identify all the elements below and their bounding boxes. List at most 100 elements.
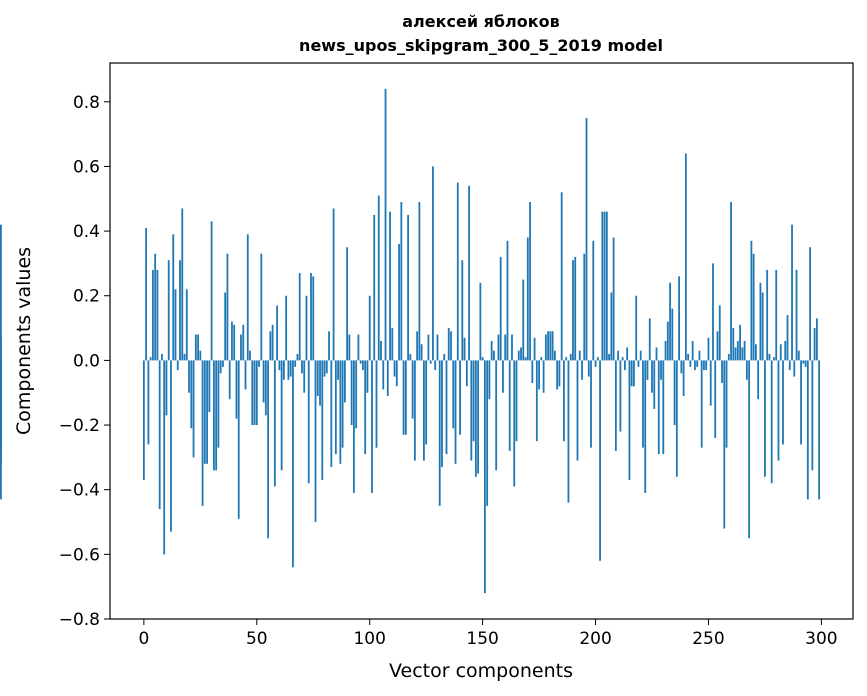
bar-77 bbox=[316, 360, 319, 396]
y-tick-label: −0.2 bbox=[59, 416, 100, 436]
bar-259 bbox=[727, 353, 730, 361]
bar-57 bbox=[271, 324, 274, 361]
bar-283 bbox=[782, 360, 784, 445]
bar-260 bbox=[730, 202, 732, 361]
bar-20 bbox=[188, 360, 190, 393]
bar-113 bbox=[398, 244, 400, 361]
bar-169 bbox=[524, 357, 527, 361]
bar-240 bbox=[684, 153, 687, 361]
bar-201 bbox=[596, 357, 599, 361]
bar-76 bbox=[314, 360, 317, 523]
bar-9 bbox=[163, 360, 166, 555]
bar-236 bbox=[675, 360, 678, 477]
bar-168 bbox=[522, 279, 525, 361]
bar-34 bbox=[219, 360, 222, 374]
bar-56 bbox=[269, 331, 272, 361]
bar-78 bbox=[319, 360, 321, 406]
bar-225 bbox=[651, 360, 653, 393]
chart-subtitle: news_upos_skipgram_300_5_2019 model bbox=[299, 36, 663, 55]
bar-4 bbox=[152, 269, 154, 361]
bar-221 bbox=[642, 360, 644, 448]
bar-88 bbox=[341, 360, 344, 448]
bar-97 bbox=[362, 360, 364, 371]
bar-252 bbox=[712, 263, 714, 361]
bar-237 bbox=[678, 276, 681, 361]
bar-106 bbox=[382, 360, 385, 390]
y-tick-label: 0.6 bbox=[73, 157, 100, 177]
x-tick-label: 50 bbox=[246, 629, 268, 649]
bar-81 bbox=[325, 360, 328, 374]
bar-135 bbox=[447, 328, 450, 361]
bar-210 bbox=[617, 350, 620, 361]
bar-83 bbox=[330, 360, 333, 468]
bar-297 bbox=[813, 328, 816, 361]
bar-156 bbox=[495, 360, 498, 471]
bar-137 bbox=[452, 360, 455, 429]
bar-61 bbox=[280, 360, 283, 471]
bar-248 bbox=[703, 360, 705, 371]
bar-118 bbox=[409, 353, 412, 361]
bar-293 bbox=[804, 360, 807, 367]
bar-85 bbox=[334, 360, 337, 455]
bar-257 bbox=[723, 360, 726, 529]
x-axis-label: Vector components bbox=[389, 660, 573, 682]
bar-206 bbox=[608, 353, 611, 361]
bar-139 bbox=[456, 182, 459, 361]
y-tick-label: 0.2 bbox=[73, 287, 100, 307]
y-tick-label: −0.8 bbox=[59, 610, 100, 630]
bar-288 bbox=[793, 360, 796, 377]
bar-193 bbox=[578, 350, 581, 361]
bar-68 bbox=[296, 353, 299, 361]
bar-220 bbox=[639, 350, 642, 361]
bar-153 bbox=[488, 360, 491, 400]
bar-231 bbox=[664, 341, 667, 361]
bar-45 bbox=[244, 360, 247, 390]
bar-150 bbox=[481, 357, 484, 361]
bar-96 bbox=[359, 360, 362, 364]
bar-63 bbox=[285, 295, 288, 361]
bar-239 bbox=[682, 360, 685, 396]
bar-263 bbox=[736, 341, 739, 361]
bar-267 bbox=[745, 360, 748, 380]
bar-254 bbox=[716, 331, 719, 361]
bar-154 bbox=[490, 341, 493, 361]
bar-296 bbox=[811, 360, 814, 471]
bar-136 bbox=[450, 331, 452, 361]
bar-69 bbox=[298, 273, 301, 361]
bar-119 bbox=[411, 360, 414, 419]
bar-176 bbox=[540, 357, 543, 361]
bar-18 bbox=[183, 353, 186, 361]
bar-230 bbox=[662, 360, 665, 455]
bar-115 bbox=[402, 360, 405, 435]
bar-273 bbox=[759, 282, 762, 361]
bar-207 bbox=[610, 292, 613, 361]
bar-299 bbox=[818, 360, 821, 500]
x-axis-ticks: 0 50 100 150 200 250 300 bbox=[138, 619, 838, 649]
bar-49 bbox=[253, 360, 256, 426]
bar-266 bbox=[743, 341, 746, 361]
bar-216 bbox=[630, 360, 633, 387]
bar-33 bbox=[217, 360, 220, 448]
bar-143 bbox=[465, 360, 468, 387]
bar-182 bbox=[553, 350, 556, 361]
bar-111 bbox=[393, 360, 396, 377]
bar-107 bbox=[384, 88, 387, 361]
bar-147 bbox=[474, 360, 477, 477]
bar-29 bbox=[208, 360, 211, 413]
bar-167 bbox=[520, 347, 522, 361]
x-tick-label: 150 bbox=[466, 629, 498, 649]
bar-undefined bbox=[0, 224, 2, 361]
bar-5 bbox=[154, 253, 157, 361]
bar-192 bbox=[576, 360, 579, 461]
bar-73 bbox=[307, 360, 310, 484]
bar-3 bbox=[149, 357, 152, 361]
bar-92 bbox=[350, 360, 353, 426]
bar-38 bbox=[228, 360, 231, 400]
bar-99 bbox=[366, 360, 369, 393]
bar-241 bbox=[687, 353, 690, 361]
bar-66 bbox=[292, 360, 294, 568]
bar-19 bbox=[185, 289, 188, 361]
bar-152 bbox=[486, 360, 489, 506]
bar-13 bbox=[172, 234, 175, 361]
bar-17 bbox=[181, 208, 184, 361]
